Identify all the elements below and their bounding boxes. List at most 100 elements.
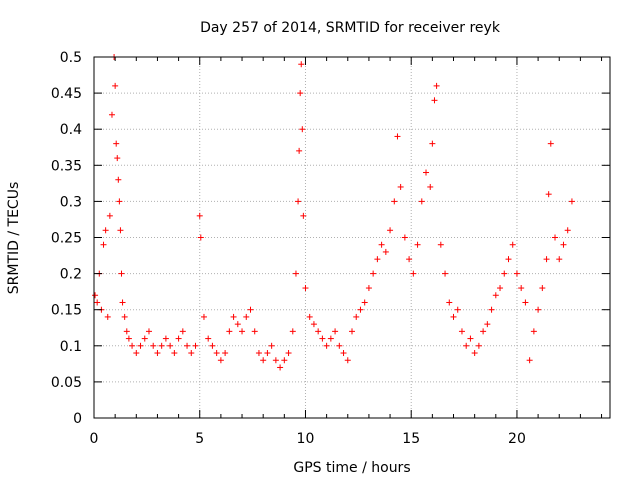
data-point	[353, 313, 360, 320]
data-point	[552, 234, 559, 241]
data-point	[247, 306, 254, 313]
data-point	[467, 335, 474, 342]
data-point	[418, 198, 425, 205]
data-point	[113, 140, 120, 147]
data-point	[505, 256, 512, 263]
data-point	[117, 227, 124, 234]
data-point	[427, 183, 434, 190]
data-point	[513, 270, 520, 277]
data-point	[365, 285, 372, 292]
data-point	[429, 140, 436, 147]
data-point	[217, 357, 224, 364]
data-point	[475, 342, 482, 349]
data-point	[239, 328, 246, 335]
data-point	[568, 198, 575, 205]
data-point	[188, 350, 195, 357]
data-point	[442, 270, 449, 277]
data-point	[437, 241, 444, 248]
data-point	[102, 227, 109, 234]
data-point	[391, 198, 398, 205]
data-point	[150, 342, 157, 349]
data-point	[118, 270, 125, 277]
data-point	[141, 335, 148, 342]
data-point	[100, 241, 107, 248]
y-tick-label: 0.05	[51, 375, 82, 391]
data-point	[547, 140, 554, 147]
data-point	[197, 234, 204, 241]
data-point	[114, 155, 121, 162]
data-point	[545, 191, 552, 198]
x-tick-label: 15	[402, 431, 420, 447]
data-point	[509, 241, 516, 248]
data-point	[378, 241, 385, 248]
y-tick-label: 0.5	[60, 50, 82, 66]
data-point	[414, 241, 421, 248]
data-point	[243, 313, 250, 320]
data-point	[340, 350, 347, 357]
data-point	[121, 313, 128, 320]
data-point	[336, 342, 343, 349]
data-point	[332, 328, 339, 335]
data-point	[192, 342, 199, 349]
data-point	[394, 133, 401, 140]
data-point	[454, 306, 461, 313]
data-point	[295, 198, 302, 205]
data-point	[234, 321, 241, 328]
data-point	[543, 256, 550, 263]
data-point	[526, 357, 533, 364]
y-tick-label: 0.4	[60, 122, 82, 138]
data-point	[564, 227, 571, 234]
data-point	[277, 364, 284, 371]
data-point	[260, 357, 267, 364]
data-point	[488, 306, 495, 313]
data-point	[446, 299, 453, 306]
x-tick-label: 0	[90, 431, 99, 447]
data-point	[255, 350, 262, 357]
data-point	[289, 328, 296, 335]
data-point	[458, 328, 465, 335]
data-point	[162, 335, 169, 342]
data-point	[535, 306, 542, 313]
data-point	[133, 350, 140, 357]
data-point	[123, 328, 130, 335]
data-point	[327, 335, 334, 342]
chart-title: Day 257 of 2014, SRMTID for receiver rey…	[200, 20, 501, 36]
data-point	[104, 313, 111, 320]
data-point	[539, 285, 546, 292]
data-point	[463, 342, 470, 349]
data-point	[431, 97, 438, 104]
data-point	[344, 357, 351, 364]
y-tick-label: 0.15	[51, 303, 82, 319]
data-point	[251, 328, 258, 335]
data-point	[296, 147, 303, 154]
data-point	[406, 256, 413, 263]
data-point	[222, 350, 229, 357]
x-tick-label: 10	[297, 431, 315, 447]
y-tick-label: 0.35	[51, 158, 82, 174]
data-point	[501, 270, 508, 277]
data-point	[226, 328, 233, 335]
y-tick-label: 0.1	[60, 339, 82, 355]
data-point	[357, 306, 364, 313]
data-point	[167, 342, 174, 349]
data-point	[205, 335, 212, 342]
y-tick-label: 0.3	[60, 194, 82, 210]
data-point	[299, 126, 306, 133]
data-point	[200, 313, 207, 320]
data-point	[315, 328, 322, 335]
data-point	[298, 61, 305, 68]
data-point	[484, 321, 491, 328]
data-point	[297, 90, 304, 97]
data-point	[323, 342, 330, 349]
data-point	[196, 212, 203, 219]
data-point	[108, 111, 115, 118]
data-point	[374, 256, 381, 263]
data-point	[382, 248, 389, 255]
x-tick-label: 5	[195, 431, 204, 447]
x-axis-label: GPS time / hours	[293, 460, 410, 476]
data-point	[158, 342, 165, 349]
data-point	[119, 299, 126, 306]
data-point	[175, 335, 182, 342]
